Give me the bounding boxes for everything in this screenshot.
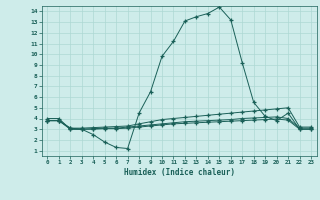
X-axis label: Humidex (Indice chaleur): Humidex (Indice chaleur) (124, 168, 235, 177)
